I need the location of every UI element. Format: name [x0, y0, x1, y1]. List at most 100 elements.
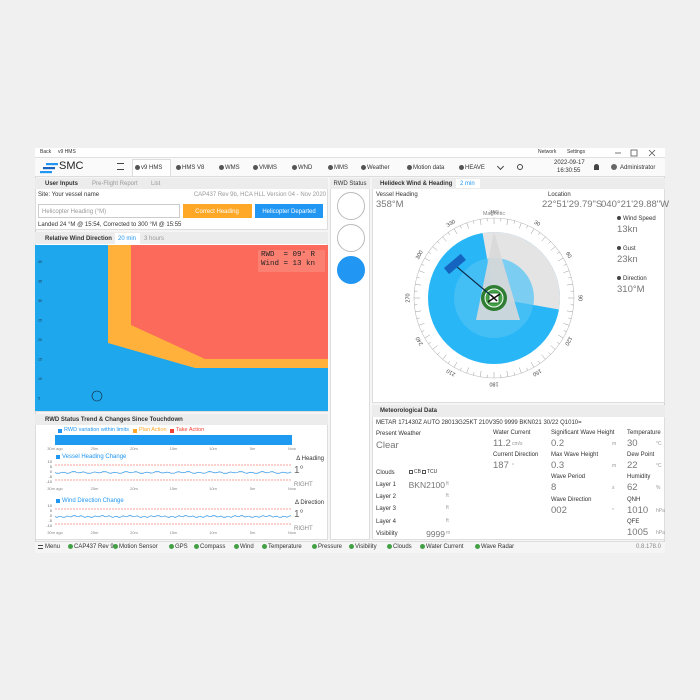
x-tick-label: 25m [90, 446, 99, 451]
compass-tick [557, 257, 564, 262]
status-item: Visibility [355, 544, 377, 550]
compass-tick [548, 352, 551, 355]
rwd-status-bar [55, 435, 292, 445]
x-tick-label: 15m [169, 486, 178, 491]
correct-heading-label[interactable]: Correct Heading [195, 209, 239, 215]
nav-tab-label[interactable]: MMS [334, 165, 348, 171]
nav-tab-label[interactable]: Weather [367, 165, 390, 171]
nav-tab-label[interactable]: WND [298, 165, 313, 171]
nav-tab-icon [328, 165, 333, 170]
user-icon [611, 164, 617, 170]
menu-icon[interactable] [117, 163, 124, 170]
nav-tab-label[interactable]: VMMS [259, 165, 277, 171]
compass-tick [568, 317, 572, 319]
trend-line-chart [55, 464, 292, 481]
nav-tab-icon [253, 165, 258, 170]
gear-icon[interactable] [517, 164, 523, 170]
field-unit: ° [512, 463, 514, 470]
close-icon [648, 149, 656, 157]
panel-tab[interactable]: User Inputs [45, 181, 79, 187]
compass-tick [432, 246, 438, 251]
field-label: Current Direction [493, 452, 539, 459]
settings-link[interactable]: Settings [567, 149, 586, 155]
field-value: 9999 [426, 528, 445, 539]
field-value: 30 [627, 438, 638, 449]
departed-button[interactable] [255, 204, 323, 218]
compass-label: 90 [577, 295, 583, 301]
compass-tick [550, 246, 556, 251]
compass-tick [418, 323, 425, 326]
range-tab[interactable]: 20 min [118, 236, 137, 242]
heading-input[interactable] [38, 204, 180, 218]
field-value: 22 [627, 460, 638, 472]
checkbox[interactable] [422, 470, 426, 474]
compass-tick [519, 222, 522, 229]
nav-tab-icon [135, 165, 140, 170]
status-ok-icon [234, 544, 239, 549]
status-item: GPS [175, 544, 188, 550]
compass-tick [513, 220, 515, 224]
range-tab-active[interactable] [456, 179, 480, 188]
y-tick-label: -5 [48, 518, 52, 523]
nav-tab-icon [292, 165, 297, 170]
compass-tick [563, 323, 570, 326]
checkbox[interactable] [409, 470, 413, 474]
compass-label: 360 [489, 210, 498, 215]
network-link[interactable]: Network [538, 149, 557, 155]
compass-tick [453, 228, 458, 235]
status-ok-icon [194, 544, 199, 549]
y-tick-label: -5 [48, 474, 52, 479]
correct-heading-button[interactable] [183, 204, 252, 218]
status-item: Clouds [393, 544, 412, 550]
field-value: 62 [627, 482, 638, 494]
field-value: Clear [376, 440, 399, 451]
menu-button[interactable]: Menu [45, 544, 61, 550]
logo-mark [40, 163, 58, 174]
nav-tab-label[interactable]: HMS V8 [182, 165, 205, 171]
user-name[interactable]: Administrator [620, 165, 656, 171]
bell-icon[interactable] [594, 164, 599, 170]
version: CAP437 Rev 9b, HCA HLL Version 04 - Nov … [193, 192, 326, 198]
x-tick-label: 5m [249, 446, 256, 451]
y-tick-label: 0 [49, 469, 52, 474]
range-tab[interactable]: 3 hours [144, 236, 165, 242]
field-label: Layer 1 [376, 482, 397, 488]
compass-tick [541, 236, 546, 242]
field-unit: ft [446, 505, 449, 512]
panel-title: Relative Wind Direction [45, 236, 112, 242]
nav-tab-label[interactable]: HEAVE [465, 165, 485, 171]
nav-tab-label[interactable]: Motion data [413, 165, 445, 171]
range-tab-active[interactable] [115, 233, 140, 244]
field-value: 11.2 [493, 438, 511, 449]
panel-header [330, 178, 370, 189]
relative-wind-chart: 40 35 30 25 20 15 10 5 [35, 245, 328, 411]
field-unit: hPa [656, 507, 665, 514]
field-label: Humidity [627, 474, 651, 481]
field-value: 0.2 [551, 438, 565, 449]
compass-tick [519, 367, 522, 374]
compass-tick [563, 263, 567, 266]
nav-tab-label[interactable]: v9 HMS [141, 165, 163, 171]
range-tab[interactable]: 2 min [460, 181, 475, 187]
panel-tab[interactable]: Pre-Flight Report [92, 181, 138, 187]
panel-header [372, 405, 665, 417]
field-value: 002 [551, 504, 567, 516]
field-value: 310°M [617, 284, 645, 295]
delta-value: 1° [294, 465, 304, 476]
field-unit: °C [656, 463, 662, 470]
compass-tick [437, 241, 440, 244]
status-ok-icon [420, 544, 425, 549]
meteo-panel [372, 405, 665, 540]
nav-tab[interactable] [132, 159, 171, 176]
back-link[interactable]: Back [40, 149, 52, 155]
status-item: Motion Sensor [119, 544, 158, 550]
y-tick-label: 10 [38, 377, 42, 381]
nav-tab-icon [459, 165, 464, 170]
logo-stripe [46, 163, 58, 166]
departed-label[interactable]: Helicopter Departed [262, 209, 316, 215]
status-light [337, 192, 365, 220]
wind-readout: Wind = 13 kn [261, 260, 316, 268]
compass-tick [432, 345, 438, 350]
nav-tab-label[interactable]: WMS [225, 165, 240, 171]
panel-tab[interactable]: List [151, 181, 161, 187]
